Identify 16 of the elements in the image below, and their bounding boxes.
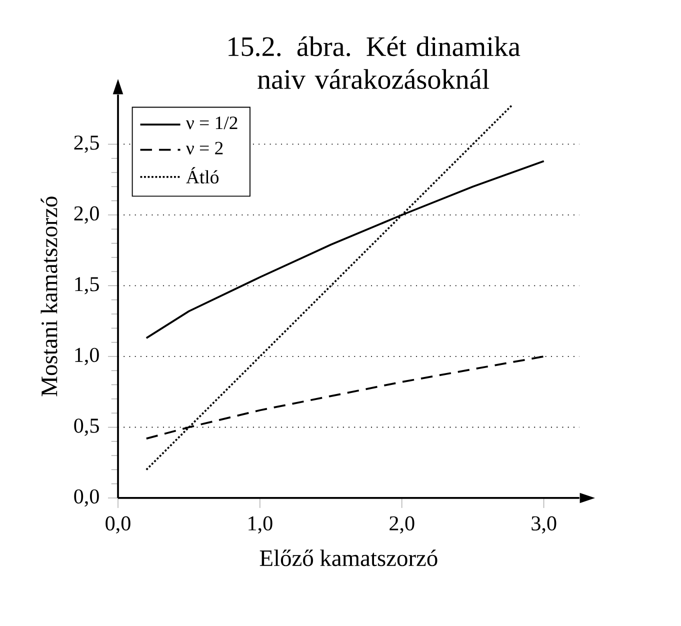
y-tick-label: 2,5 bbox=[74, 136, 99, 153]
y-tick-label: 0,0 bbox=[74, 489, 99, 507]
x-tick-label: 2,0 bbox=[390, 516, 414, 534]
y-tick-label: 1,5 bbox=[75, 277, 99, 294]
x-tick-label: 1,0 bbox=[248, 516, 272, 534]
y-axis-title: Mostani kamatszorzó bbox=[40, 196, 58, 396]
x-axis-title: Előző kamatszorzó bbox=[260, 550, 438, 566]
legend-label: ν = 2 bbox=[186, 142, 223, 154]
x-tick-label: 3,0 bbox=[532, 516, 556, 534]
y-tick-label: 2,0 bbox=[74, 206, 99, 224]
legend-label: ν = 1/2 bbox=[186, 116, 238, 130]
y-tick-label: 1,0 bbox=[75, 348, 99, 366]
x-tick-label: 0,0 bbox=[106, 516, 130, 534]
chart-title: 15.2. ábra. Két dinamika naiv várakozásoknál bbox=[228, 36, 520, 89]
y-tick-label: 0,5 bbox=[74, 418, 99, 436]
legend-label: Átló bbox=[186, 167, 219, 184]
